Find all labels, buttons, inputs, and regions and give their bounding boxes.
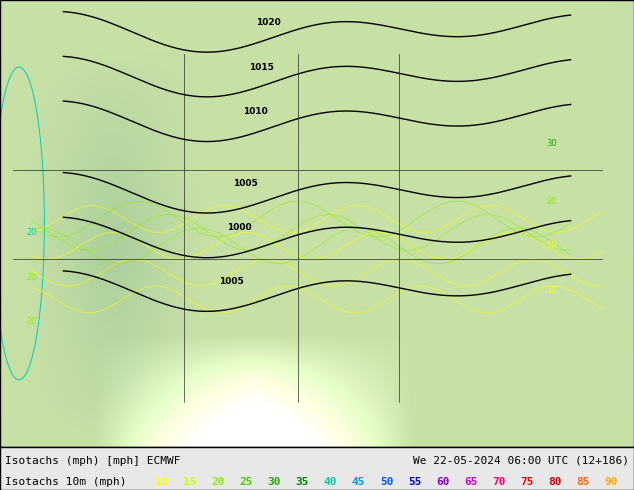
Text: 10: 10 <box>547 286 557 295</box>
Text: 40: 40 <box>324 477 337 487</box>
Text: 60: 60 <box>436 477 450 487</box>
Text: 20: 20 <box>212 477 225 487</box>
Text: 55: 55 <box>408 477 422 487</box>
Text: 1020: 1020 <box>256 18 281 27</box>
Text: 10: 10 <box>155 477 169 487</box>
Text: 70: 70 <box>493 477 506 487</box>
Text: 25: 25 <box>240 477 253 487</box>
Text: 20: 20 <box>27 317 37 326</box>
Text: 1000: 1000 <box>227 223 251 232</box>
Text: 85: 85 <box>576 477 590 487</box>
Text: 65: 65 <box>464 477 478 487</box>
Text: 1005: 1005 <box>219 277 244 286</box>
Text: 10: 10 <box>547 241 557 250</box>
Text: We 22-05-2024 06:00 UTC (12+186): We 22-05-2024 06:00 UTC (12+186) <box>413 456 629 466</box>
Text: 90: 90 <box>605 477 618 487</box>
Text: 20: 20 <box>27 272 37 282</box>
Text: 20: 20 <box>547 196 557 206</box>
Text: 50: 50 <box>380 477 394 487</box>
Text: Isotachs 10m (mph): Isotachs 10m (mph) <box>5 477 127 487</box>
Text: 45: 45 <box>352 477 365 487</box>
Text: Isotachs (mph) [mph] ECMWF: Isotachs (mph) [mph] ECMWF <box>5 456 181 466</box>
Text: 75: 75 <box>521 477 534 487</box>
Text: 1015: 1015 <box>249 63 275 72</box>
Text: 15: 15 <box>183 477 197 487</box>
Text: 1010: 1010 <box>243 107 268 116</box>
Text: 30: 30 <box>547 139 557 147</box>
Text: 20: 20 <box>27 228 37 237</box>
Text: 80: 80 <box>548 477 562 487</box>
Text: 30: 30 <box>268 477 281 487</box>
Text: 35: 35 <box>295 477 309 487</box>
Text: 1005: 1005 <box>233 179 258 188</box>
